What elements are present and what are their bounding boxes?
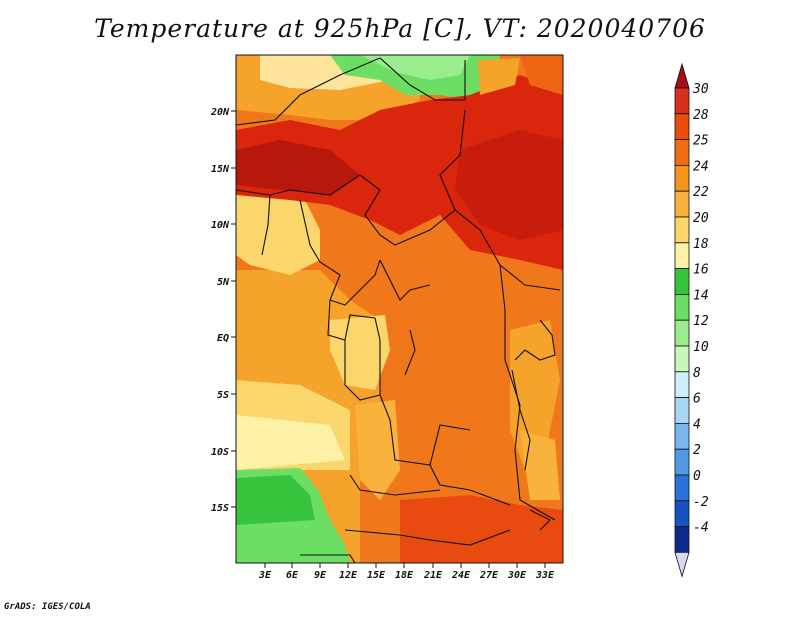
lat-tick-label: 20N xyxy=(210,107,230,118)
colorbar-label: 30 xyxy=(692,82,709,97)
colorbar-label: 12 xyxy=(693,314,709,329)
colorbar-label: 16 xyxy=(693,263,709,278)
lon-tick-label: 9E xyxy=(314,570,327,581)
colorbar-label: -4 xyxy=(693,521,709,536)
colorbar-swatch xyxy=(674,293,690,321)
lon-tick-label: 30E xyxy=(507,570,527,581)
map-title: Temperature at 925hPa [C], VT: 202004070… xyxy=(94,14,706,43)
colorbar-swatch xyxy=(674,268,690,295)
colorbar-swatch xyxy=(674,371,690,398)
temperature-field xyxy=(236,55,563,563)
lat-tick-label: 10N xyxy=(211,220,230,231)
lat-tick-label: 15N xyxy=(211,164,230,175)
colorbar-swatch xyxy=(674,164,690,192)
lat-tick-label: 5N xyxy=(217,277,230,288)
colorbar-label: 18 xyxy=(693,237,709,252)
colorbar-swatch xyxy=(674,422,690,450)
colorbar-swatch xyxy=(674,87,690,115)
grads-credit: GrADS: IGES/COLA xyxy=(4,602,91,612)
latitude-axis: 20N 15N 10N 5N EQ 5S 10S 15S xyxy=(210,107,236,514)
lat-tick-label: 15S xyxy=(211,503,229,514)
lat-tick-label: 10S xyxy=(211,447,229,458)
colorbar-label: 6 xyxy=(693,392,701,407)
colorbar-swatch xyxy=(674,448,690,476)
lon-tick-label: 6E xyxy=(286,570,299,581)
colorbar-label: 2 xyxy=(693,443,701,458)
colorbar-top-arrow xyxy=(674,62,690,89)
colorbar-label: 24 xyxy=(693,159,709,174)
colorbar-swatch xyxy=(674,526,690,553)
lat-tick-label: EQ xyxy=(217,333,229,344)
lon-tick-label: 27E xyxy=(479,570,499,581)
colorbar-swatch xyxy=(674,139,690,166)
colorbar-label: 20 xyxy=(693,211,709,226)
colorbar-label: 28 xyxy=(693,108,709,123)
colorbar-label: -2 xyxy=(693,495,709,510)
lon-tick-label: 15E xyxy=(367,570,386,581)
colorbar-label: 4 xyxy=(693,417,701,432)
colorbar-bottom-arrow xyxy=(674,552,690,578)
colorbar-swatch xyxy=(674,500,690,527)
longitude-axis: 3E 6E 9E 12E 15E 18E 21E 24E 27E 30E 33E xyxy=(258,563,555,581)
lon-tick-label: 3E xyxy=(258,570,272,581)
colorbar-swatch xyxy=(674,113,690,141)
lon-tick-label: 21E xyxy=(423,570,443,581)
colorbar-swatch xyxy=(674,190,690,218)
lon-tick-label: 33E xyxy=(535,570,555,581)
colorbar-swatch xyxy=(674,397,690,424)
lon-tick-label: 12E xyxy=(339,570,358,581)
country-borders xyxy=(236,57,561,563)
colorbar-label: 10 xyxy=(693,340,709,355)
lon-tick-label: 18E xyxy=(395,570,414,581)
colorbar-label: 0 xyxy=(693,469,701,484)
lat-tick-label: 5S xyxy=(217,390,229,401)
colorbar-swatch xyxy=(674,216,690,244)
colorbar-label: 25 xyxy=(693,134,709,149)
colorbar-swatch xyxy=(674,345,690,373)
colorbar-label: 8 xyxy=(693,366,701,381)
map-frame xyxy=(235,54,564,564)
colorbar-swatch xyxy=(674,242,690,270)
lon-tick-label: 24E xyxy=(451,570,471,581)
colorbar-label: 14 xyxy=(693,288,709,303)
colorbar-label: 22 xyxy=(693,185,709,200)
colorbar-swatch xyxy=(674,474,690,502)
colorbar-swatch xyxy=(674,319,690,347)
